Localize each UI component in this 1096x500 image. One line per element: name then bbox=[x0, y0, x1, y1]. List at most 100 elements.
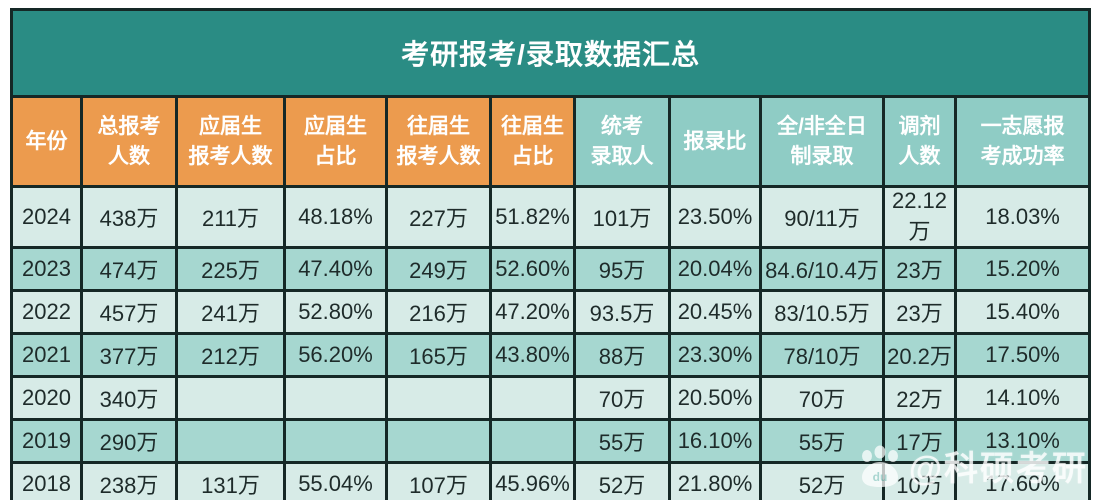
header-cell-4: 往届生 报考人数 bbox=[385, 95, 492, 188]
table-body: 2024 438万 211万 48.18% 227万 51.82% 101万 23.50% 90… bbox=[10, 185, 1092, 500]
table-cell: 55.04% bbox=[283, 461, 388, 500]
table-cell: 13.10% bbox=[953, 418, 1092, 464]
table-cell bbox=[489, 375, 576, 421]
header-cell-0: 年份 bbox=[10, 95, 83, 188]
table-cell bbox=[385, 418, 492, 464]
table-row: 2023 474万 225万 47.40% 249万 52.60% 95万 20.04% 84.… bbox=[10, 246, 1092, 292]
table-row: 2024 438万 211万 48.18% 227万 51.82% 101万 23.50% 90… bbox=[10, 185, 1092, 249]
table-row: 2022 457万 241万 52.80% 216万 47.20% 93.5万 20.45% 8… bbox=[10, 289, 1092, 335]
table-cell: 16.10% bbox=[668, 418, 762, 464]
table-cell: 2020 bbox=[10, 375, 83, 421]
table-cell: 2024 bbox=[10, 185, 83, 249]
header-cell-9: 调剂 人数 bbox=[882, 95, 957, 188]
table-cell: 17.60% bbox=[953, 461, 1092, 500]
table-cell: 17.50% bbox=[953, 332, 1092, 378]
table-cell: 52.80% bbox=[283, 289, 388, 335]
table-cell: 2022 bbox=[10, 289, 83, 335]
table-cell: 2021 bbox=[10, 332, 83, 378]
table-cell: 90/11万 bbox=[759, 185, 885, 249]
table-cell: 18.03% bbox=[953, 185, 1092, 249]
table-cell: 47.40% bbox=[283, 246, 388, 292]
table-cell: 340万 bbox=[80, 375, 178, 421]
table-cell: 2019 bbox=[10, 418, 83, 464]
table-cell: 10万 bbox=[882, 461, 957, 500]
header-cell-8: 全/非全日 制录取 bbox=[759, 95, 885, 188]
table-cell: 101万 bbox=[573, 185, 671, 249]
table-cell: 23万 bbox=[882, 289, 957, 335]
table-cell: 211万 bbox=[175, 185, 286, 249]
table-cell: 225万 bbox=[175, 246, 286, 292]
table-cell: 107万 bbox=[385, 461, 492, 500]
table-cell: 45.96% bbox=[489, 461, 576, 500]
table-cell: 55万 bbox=[759, 418, 885, 464]
table-cell: 17万 bbox=[882, 418, 957, 464]
table-cell: 15.20% bbox=[953, 246, 1092, 292]
table-cell: 95万 bbox=[573, 246, 671, 292]
header-cell-3: 应届生 占比 bbox=[283, 95, 388, 188]
header-cell-1: 总报考 人数 bbox=[80, 95, 178, 188]
admission-data-table: 考研报考/录取数据汇总 年份 总报考 人数 应届生 报考人数 应届生 占比 往届生 报考… bbox=[9, 8, 1092, 500]
table-cell: 52.60% bbox=[489, 246, 576, 292]
table-cell: 238万 bbox=[80, 461, 178, 500]
header-cell-10: 一志愿报 考成功率 bbox=[953, 95, 1092, 188]
table-cell bbox=[385, 375, 492, 421]
header-cell-7: 报录比 bbox=[668, 95, 762, 188]
table-cell: 78/10万 bbox=[759, 332, 885, 378]
table-cell bbox=[283, 375, 388, 421]
table-cell: 20.50% bbox=[668, 375, 762, 421]
table-cell: 23.30% bbox=[668, 332, 762, 378]
table-cell: 51.82% bbox=[489, 185, 576, 249]
table-cell: 165万 bbox=[385, 332, 492, 378]
table-cell: 52万 bbox=[759, 461, 885, 500]
title-row: 考研报考/录取数据汇总 bbox=[9, 8, 1092, 98]
table-cell bbox=[175, 418, 286, 464]
header-cell-2: 应届生 报考人数 bbox=[175, 95, 286, 188]
table-cell: 249万 bbox=[385, 246, 492, 292]
table-cell: 131万 bbox=[175, 461, 286, 500]
table-cell: 15.40% bbox=[953, 289, 1092, 335]
table-cell: 70万 bbox=[759, 375, 885, 421]
table-cell: 241万 bbox=[175, 289, 286, 335]
table-cell: 22.12万 bbox=[882, 185, 957, 249]
table-cell: 212万 bbox=[175, 332, 286, 378]
table-cell: 377万 bbox=[80, 332, 178, 378]
table-cell: 290万 bbox=[80, 418, 178, 464]
table-cell: 216万 bbox=[385, 289, 492, 335]
table-cell bbox=[175, 375, 286, 421]
table-cell: 83/10.5万 bbox=[759, 289, 885, 335]
header-cell-6: 统考 录取人 bbox=[573, 95, 671, 188]
table-header-row: 年份 总报考 人数 应届生 报考人数 应届生 占比 往届生 报考人数 往届生 占比 统考 录… bbox=[10, 95, 1092, 188]
header-cell-5: 往届生 占比 bbox=[489, 95, 576, 188]
table-cell: 88万 bbox=[573, 332, 671, 378]
table-cell: 438万 bbox=[80, 185, 178, 249]
page-title: 考研报考/录取数据汇总 bbox=[9, 8, 1092, 98]
table-cell: 47.20% bbox=[489, 289, 576, 335]
table-cell: 52万 bbox=[573, 461, 671, 500]
table-cell: 55万 bbox=[573, 418, 671, 464]
table-cell: 23万 bbox=[882, 246, 957, 292]
table-cell bbox=[489, 418, 576, 464]
table-cell: 14.10% bbox=[953, 375, 1092, 421]
table-cell: 70万 bbox=[573, 375, 671, 421]
table-cell: 93.5万 bbox=[573, 289, 671, 335]
table-cell: 227万 bbox=[385, 185, 492, 249]
table-cell: 22万 bbox=[882, 375, 957, 421]
table-cell: 56.20% bbox=[283, 332, 388, 378]
table-cell: 23.50% bbox=[668, 185, 762, 249]
table-cell: 474万 bbox=[80, 246, 178, 292]
table-cell: 2018 bbox=[10, 461, 83, 500]
table-cell: 20.45% bbox=[668, 289, 762, 335]
table-row: 2021 377万 212万 56.20% 165万 43.80% 88万 23.30% 78/… bbox=[10, 332, 1092, 378]
table-cell: 48.18% bbox=[283, 185, 388, 249]
table-cell: 20.2万 bbox=[882, 332, 957, 378]
table-row: 2020 340万 70万 20.50% 70万 22万 14.10% bbox=[10, 375, 1092, 421]
table-cell: 21.80% bbox=[668, 461, 762, 500]
table-cell: 457万 bbox=[80, 289, 178, 335]
table-cell: 2023 bbox=[10, 246, 83, 292]
table-row: 2019 290万 55万 16.10% 55万 17万 13.10% bbox=[10, 418, 1092, 464]
table-row: 2018 238万 131万 55.04% 107万 45.96% 52万 21.80% 52万… bbox=[10, 461, 1092, 500]
table-cell: 43.80% bbox=[489, 332, 576, 378]
table-cell bbox=[283, 418, 388, 464]
table-cell: 84.6/10.4万 bbox=[759, 246, 885, 292]
